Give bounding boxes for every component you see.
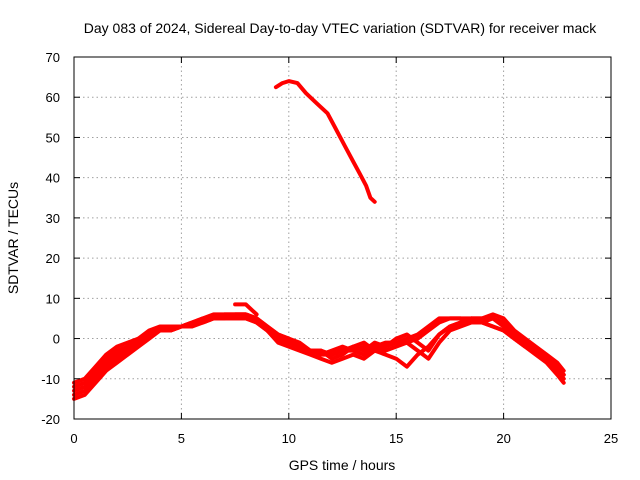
x-tick-label: 5 [178, 431, 185, 446]
y-tick-label: 70 [46, 50, 60, 65]
x-tick-label: 15 [389, 431, 403, 446]
chart-title: Day 083 of 2024, Sidereal Day-to-day VTE… [84, 20, 597, 36]
grid-lines [74, 57, 611, 419]
y-tick-label: 10 [46, 291, 60, 306]
x-tick-label: 10 [282, 431, 296, 446]
data-series [72, 79, 566, 401]
y-tick-label: 40 [46, 171, 60, 186]
series-line-track-3 [72, 312, 566, 385]
x-tick-label: 0 [70, 431, 77, 446]
y-tick-label: 60 [46, 90, 60, 105]
x-axis-label: GPS time / hours [289, 457, 396, 473]
y-tick-label: 30 [46, 211, 60, 226]
x-axis-ticks: 0 5 10 15 20 25 [70, 57, 618, 446]
y-axis-label: SDTVAR / TECUs [5, 182, 21, 294]
y-tick-label: -10 [41, 372, 60, 387]
x-tick-label: 25 [604, 431, 618, 446]
y-tick-label: 0 [53, 332, 60, 347]
plot-frame [73, 56, 612, 420]
series-line-track-high [273, 79, 377, 204]
series-line-track-5 [72, 312, 566, 393]
y-axis-ticks: -20 -10 0 10 20 30 40 50 60 70 [41, 50, 611, 427]
series-line-track-short [233, 302, 259, 317]
y-tick-label: 20 [46, 251, 60, 266]
y-tick-label: 50 [46, 130, 60, 145]
y-tick-label: -20 [41, 412, 60, 427]
x-tick-label: 20 [496, 431, 510, 446]
